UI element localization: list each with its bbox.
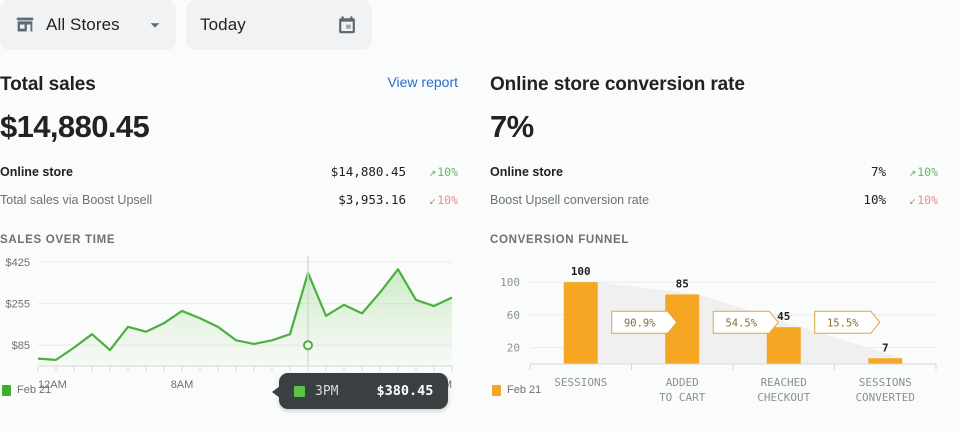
step-rate-label: 54.5% (725, 317, 757, 329)
total-sales-header: Total sales View report (0, 52, 458, 96)
delta-value: 10% (437, 192, 458, 207)
breakdown-row: Online store $14,880.45 ↗ 10% (0, 161, 458, 182)
total-sales-breakdown: Online store $14,880.45 ↗ 10% Total sale… (0, 161, 458, 210)
total-sales-value: $14,880.45 (0, 109, 150, 144)
conversion-rate-value: 7% (490, 109, 534, 144)
delta-value: 10% (917, 192, 938, 207)
conversion-rate-breakdown: Online store 7% ↗ 10% Boost Upsell conve… (490, 161, 938, 210)
breakdown-row-label: Boost Upsell conversion rate (490, 192, 650, 207)
legend-label: Feb 21 (17, 384, 52, 396)
y-axis-tick-label: 60 (507, 309, 520, 322)
x-axis-category-label: TO CART (659, 391, 706, 404)
x-axis-tick-label: 8AM (171, 379, 194, 391)
legend-swatch (492, 384, 501, 396)
line-chart-legend: Feb 21 (2, 384, 51, 396)
step-rate-label: 90.9% (624, 317, 656, 329)
funnel-bar[interactable] (868, 358, 903, 364)
delta-value: 10% (917, 164, 938, 179)
breakdown-row-label: Online store (0, 164, 73, 179)
breakdown-row-label: Total sales via Boost Upsell (0, 192, 153, 207)
x-axis-category-label: REACHED (761, 376, 807, 389)
y-axis-tick-label: $85 (12, 340, 30, 352)
line-series-feb-21 (37, 268, 453, 361)
store-selector[interactable]: All Stores (0, 0, 176, 50)
breakdown-row: Boost Upsell conversion rate 10% ↙ 10% (490, 189, 938, 210)
conversion-rate-header: Online store conversion rate (490, 52, 938, 96)
total-sales-card: Total sales View report $14,880.45 Onlin… (0, 52, 480, 409)
x-axis-category-label: ADDED (666, 376, 699, 389)
x-axis-category-label: CONVERTED (855, 391, 915, 404)
x-axis-category-label: SESSIONS (859, 376, 912, 389)
arrow-down-icon: ↙ (428, 192, 437, 207)
breakdown-row-value: 10% (863, 192, 886, 207)
top-toolbar: All Stores Today (0, 0, 960, 52)
arrow-up-icon: ↗ (908, 164, 917, 179)
y-axis-tick-label: 100 (500, 276, 520, 289)
calendar-icon[interactable] (336, 14, 358, 36)
storefront-icon (14, 14, 36, 36)
funnel-chart-legend: Feb 21 (492, 384, 541, 396)
tooltip-tail (272, 386, 280, 398)
chevron-down-icon[interactable] (148, 18, 162, 32)
breakdown-row: Total sales via Boost Upsell $3,953.16 ↙… (0, 189, 458, 210)
funnel-bar-value: 7 (882, 341, 889, 354)
funnel-bar-value: 100 (571, 265, 591, 278)
date-range-label: Today (200, 15, 246, 34)
y-axis-tick-label: $425 (6, 257, 30, 269)
sales-over-time-label: SALES OVER TIME (0, 234, 116, 246)
legend-label: Feb 21 (507, 384, 542, 396)
breakdown-row: Online store 7% ↗ 10% (490, 161, 938, 182)
conversion-funnel-label: CONVERSION FUNNEL (490, 234, 630, 246)
breakdown-row-value: 7% (870, 164, 886, 179)
arrow-up-icon: ↗ (428, 164, 437, 179)
funnel-bar[interactable] (766, 327, 801, 364)
status-badge: ↗ 10% (886, 165, 938, 179)
x-axis-category-label: CHECKOUT (757, 391, 810, 404)
status-badge: ↙ 10% (886, 193, 938, 207)
status-badge: ↗ 10% (406, 165, 458, 179)
funnel-chart-svg[interactable]: 20 60 100 100 85 45 7 90.9% 54.5% 15.5% SESSIONS AD… (490, 254, 940, 404)
breakdown-row-label: Online store (490, 164, 563, 179)
tooltip-time-label: 3PM (315, 383, 339, 399)
chart-tooltip: 3PM $380.45 (272, 373, 449, 409)
step-rate-badge (712, 310, 779, 334)
status-badge: ↙ 10% (406, 193, 458, 207)
store-selector-label: All Stores (46, 15, 120, 34)
funnel-bar-value: 85 (676, 277, 689, 290)
x-axis-tick-label: 12AM (38, 379, 67, 391)
funnel-bar[interactable] (563, 282, 598, 364)
y-axis-tick-label: $255 (6, 299, 30, 311)
conversion-funnel-chart[interactable]: 20 60 100 100 85 45 7 90.9% 54.5% 15.5% SESSIONS AD… (490, 254, 938, 404)
highlighted-data-point[interactable] (303, 340, 313, 351)
step-rate-badge (814, 310, 881, 334)
step-rate-label: 15.5% (827, 317, 859, 329)
tooltip-value: $380.45 (376, 383, 434, 399)
breakdown-row-value: $14,880.45 (330, 164, 406, 179)
legend-swatch (2, 384, 11, 396)
page-title: Total sales (0, 74, 96, 95)
date-range-selector[interactable]: Today (186, 0, 372, 50)
conversion-rate-card: Online store conversion rate 7% Online s… (480, 52, 960, 404)
funnel-bar-value: 45 (777, 310, 790, 323)
delta-value: 10% (437, 164, 458, 179)
view-report-link[interactable]: View report (387, 74, 458, 90)
page-title: Online store conversion rate (490, 74, 745, 95)
area-fill (38, 269, 452, 366)
tooltip-color-swatch (294, 385, 305, 397)
breakdown-row-value: $3,953.16 (338, 192, 406, 207)
dashboard-columns: Total sales View report $14,880.45 Onlin… (0, 52, 960, 409)
arrow-down-icon: ↙ (908, 192, 917, 207)
x-axis-category-label: SESSIONS (554, 376, 607, 389)
step-rate-badge (611, 310, 678, 334)
y-axis-tick-label: 20 (507, 342, 520, 355)
